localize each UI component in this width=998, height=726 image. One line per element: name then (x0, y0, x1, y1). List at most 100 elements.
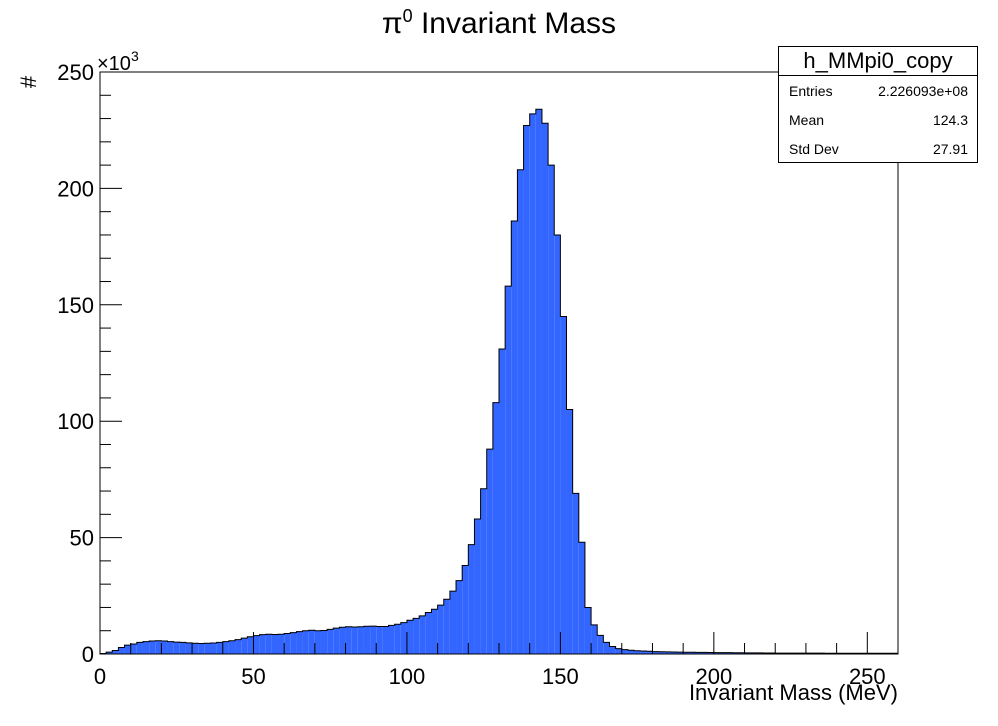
histogram-bar (756, 652, 763, 654)
histogram-bar (523, 125, 530, 654)
histogram-bar (627, 650, 635, 654)
stats-box: h_MMpi0_copy Entries 2.226093e+08 Mean 1… (778, 46, 978, 163)
histogram-bar (468, 544, 475, 654)
y-axis-multiplier: ×103 (97, 48, 139, 75)
y-tick-label: 50 (70, 526, 94, 551)
histogram-bar (265, 634, 272, 654)
histogram-bar (695, 652, 702, 654)
histogram-bar (572, 493, 579, 654)
histogram-bar (505, 286, 512, 654)
histogram-bar (333, 628, 340, 654)
histogram-bar (609, 646, 616, 654)
histogram-bar (474, 518, 481, 654)
y-multiplier-exp: 3 (131, 48, 139, 64)
histogram-bar (713, 652, 720, 654)
histogram-bar (388, 625, 395, 654)
x-tick-label: 0 (94, 664, 106, 689)
histogram-bar (308, 630, 315, 654)
y-multiplier-base: ×10 (97, 53, 131, 75)
x-axis-label: Invariant Mass (MeV) (689, 680, 898, 705)
histogram-bar (241, 638, 248, 654)
stats-histogram-name: h_MMpi0_copy (779, 47, 977, 76)
histogram-bar (462, 565, 469, 654)
histogram-bar (382, 626, 389, 654)
histogram-bar (314, 630, 321, 654)
histogram-bar (130, 643, 137, 654)
title-text: Invariant Mass (412, 7, 617, 40)
histogram-bar (634, 650, 641, 654)
histogram-bar (548, 165, 555, 654)
histogram-bar (535, 109, 542, 655)
histogram-bar (443, 599, 450, 654)
histogram-bar (670, 652, 678, 654)
histogram-bar (290, 632, 297, 654)
histogram-bar (228, 640, 236, 654)
histogram-bar (327, 629, 334, 654)
histogram-bar (118, 647, 125, 654)
histogram-bar (192, 643, 199, 654)
histogram-bar (124, 645, 131, 654)
histogram-bar (499, 349, 506, 654)
histogram-bar (726, 652, 733, 654)
histogram-bar (449, 591, 457, 654)
histogram-bar (529, 113, 536, 655)
histogram-bar (480, 488, 487, 654)
stats-key: Entries (789, 83, 833, 99)
histogram-bar (259, 634, 266, 654)
histogram-bar (210, 643, 217, 654)
histogram-bar (683, 652, 690, 654)
histogram-bar (112, 650, 119, 654)
histogram-bar (744, 652, 751, 654)
histogram-bar (664, 651, 671, 654)
histogram-bar (149, 640, 156, 654)
axes: 0 50 100 150 200 250 0 50 100 150 200 250 (57, 60, 899, 689)
x-tick-label: 150 (542, 664, 579, 689)
histogram-bar (750, 652, 757, 654)
histogram-bar (253, 635, 260, 654)
histogram-bar (370, 626, 377, 654)
histogram-bar (769, 652, 776, 654)
histogram-bar (320, 630, 328, 654)
stats-row-mean: Mean 124.3 (779, 105, 977, 134)
histogram-bar (406, 620, 414, 654)
x-tick-label: 100 (389, 664, 426, 689)
histogram-bar (492, 402, 499, 654)
histogram-bar (511, 220, 518, 654)
histogram-bar (400, 622, 407, 654)
histogram-bar (247, 636, 254, 654)
chart-title: π0 Invariant Mass (0, 6, 998, 41)
histogram-bar (106, 652, 113, 654)
y-tick-label: 200 (57, 176, 94, 201)
y-axis-label: # (16, 75, 41, 88)
histogram-bar (413, 618, 420, 654)
histogram-bar (222, 641, 229, 654)
histogram-bar (591, 624, 598, 654)
histogram-bar (517, 169, 524, 654)
histogram-bar (578, 542, 585, 654)
histogram-bar (198, 643, 205, 654)
histogram-bar (167, 641, 174, 654)
histogram-bar (437, 605, 444, 654)
histogram-bar (701, 652, 708, 654)
histogram-bar (419, 615, 426, 654)
histogram-bar (351, 626, 358, 654)
stats-value: 2.226093e+08 (878, 83, 968, 99)
stats-key: Mean (789, 112, 825, 128)
histogram-bar (603, 642, 610, 654)
histogram-bar (707, 652, 714, 654)
histogram-bar (296, 631, 303, 654)
histogram-bar (136, 642, 143, 654)
histogram-bar (271, 634, 279, 654)
histogram-bar (357, 626, 364, 654)
histogram-bar (204, 643, 211, 654)
stats-value: 124.3 (932, 112, 968, 128)
histogram-bar (732, 652, 739, 654)
histogram-bar (554, 234, 561, 654)
histogram-bar (278, 634, 285, 654)
stats-value: 27.91 (932, 141, 968, 157)
y-tick-label: 0 (82, 642, 94, 667)
histogram-bar (339, 627, 346, 654)
histogram-bar (658, 651, 665, 654)
histogram-bar (615, 648, 622, 654)
